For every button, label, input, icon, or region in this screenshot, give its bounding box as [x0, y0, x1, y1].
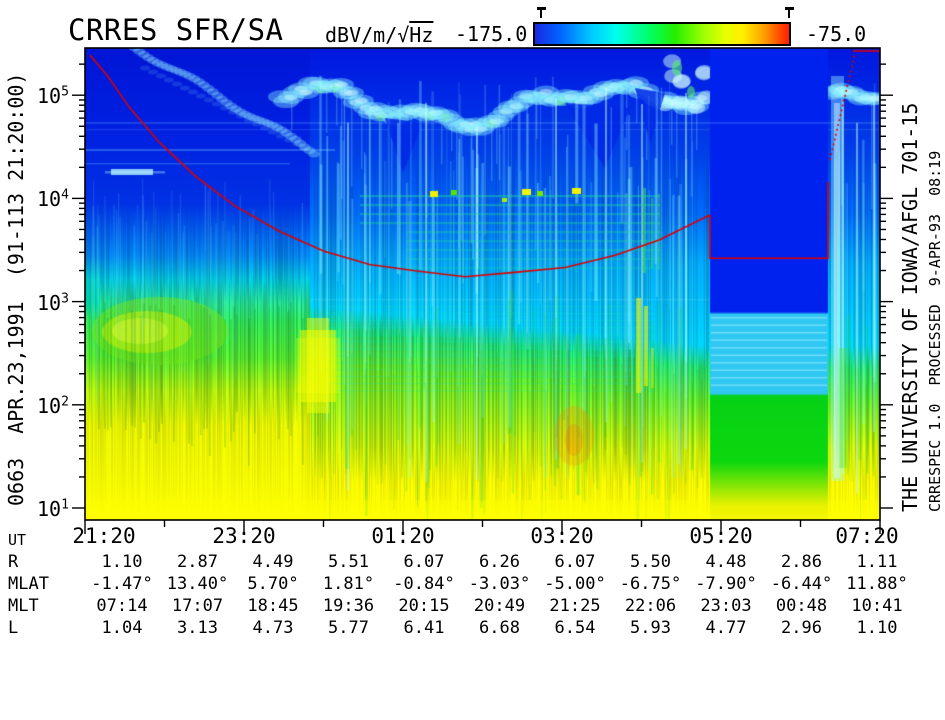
ephemeris-value: 4.49 [252, 552, 294, 572]
ephemeris-value: -6.44° [770, 574, 833, 594]
colorbar-marker-left-icon [537, 7, 546, 18]
ephemeris-value: 17:07 [171, 596, 224, 616]
x-tick-label: 23:20 [212, 524, 276, 548]
ephemeris-value: 4.77 [705, 618, 747, 638]
ephemeris-value: 21:25 [549, 596, 601, 616]
ephemeris-value: 22:06 [624, 596, 677, 616]
ephemeris-value: -6.75° [619, 574, 682, 594]
ephemeris-value: -5.00° [544, 574, 606, 594]
ephemeris-value: -0.84° [393, 574, 455, 594]
ephemeris-value: -1.47° [91, 574, 153, 594]
colorbar-units-prefix: dBV/m/√ [325, 23, 410, 47]
ephemeris-row-mlt: MLT 07:14 17:07 18:45 19:36 20:15 20:49 21:25 22… [0, 596, 945, 616]
ephemeris-value: 2.96 [781, 618, 822, 638]
ephemeris-value: 4.48 [705, 552, 747, 572]
row-label: R [8, 552, 19, 572]
ephemeris-value: 3.13 [177, 618, 218, 638]
ephemeris-value: 4.73 [252, 618, 294, 638]
ephemeris-value: 6.41 [403, 618, 445, 638]
ephemeris-value: 1.04 [101, 618, 143, 638]
ephemeris-value: 00:48 [775, 596, 828, 616]
ephemeris-value: 2.87 [177, 552, 218, 572]
ephemeris-value: 10:41 [851, 596, 903, 616]
colorbar-min-label: -175.0 [455, 22, 528, 46]
orbit-date-label: 0663 APR.23,1991 (91-113 21:20:00) [4, 72, 28, 506]
ephemeris-value: 1.10 [101, 552, 143, 572]
ephemeris-value: 5.70° [247, 574, 299, 594]
ephemeris-value: 1.11 [856, 552, 898, 572]
row-label: MLAT [8, 574, 49, 594]
ephemeris-value: 20:15 [398, 596, 450, 616]
ephemeris-value: 1.10 [856, 618, 898, 638]
x-tick-label: 07:20 [835, 524, 899, 548]
y-tick-label: 103 [37, 291, 69, 315]
ephemeris-value: 11.88° [846, 574, 908, 594]
ephemeris-value: 6.07 [554, 552, 596, 572]
x-tick-label: 03:20 [530, 524, 594, 548]
ephemeris-value: 6.07 [403, 552, 445, 572]
x-tick-label: 01:20 [371, 524, 435, 548]
page-title: CRRES SFR/SA [68, 13, 284, 47]
x-tick-label: 21:20 [72, 524, 136, 548]
x-tick-label: 05:20 [689, 524, 753, 548]
spectrogram-canvas [85, 48, 880, 520]
colorbar-gradient [533, 22, 791, 46]
ephemeris-value: 6.68 [479, 618, 520, 638]
spectrogram-plot [85, 48, 880, 520]
ephemeris-value: 07:14 [96, 596, 148, 616]
ephemeris-value: 6.26 [479, 552, 520, 572]
processing-info-label: CRRESPEC 1.0 PROCESSED 9-APR-93 08:19 [926, 150, 944, 512]
x-axis-unit-label: UT [8, 531, 27, 549]
ephemeris-row-l: L 1.04 3.13 4.73 5.77 6.41 6.68 6.54 5.93 4.77 2.9… [0, 618, 945, 638]
ephemeris-row-r: R 1.10 2.87 4.49 5.51 6.07 6.26 6.07 5.50 4.48 2.8… [0, 552, 945, 572]
ephemeris-value: 18:45 [247, 596, 299, 616]
ephemeris-value: -7.90° [695, 574, 757, 594]
y-tick-label: 102 [37, 394, 69, 418]
row-label: L [8, 618, 19, 638]
ephemeris-value: 2.86 [781, 552, 822, 572]
ephemeris-value: 19:36 [322, 596, 375, 616]
ephemeris-row-mlat: MLAT -1.47° 13.40° 5.70° 1.81° -0.84° -3.03° -5… [0, 574, 945, 594]
ephemeris-value: 1.81° [322, 574, 375, 594]
y-tick-label: 104 [37, 187, 69, 211]
colorbar-units-overline: Hz [409, 23, 434, 47]
colorbar-units-label: dBV/m/√Hz [325, 23, 433, 47]
ephemeris-value: 23:03 [700, 596, 752, 616]
ephemeris-value: 13.40° [166, 574, 229, 594]
ephemeris-value: 5.77 [328, 618, 369, 638]
ephemeris-value: 5.51 [328, 552, 369, 572]
colorbar-marker-right-icon [785, 7, 794, 18]
ephemeris-value: 6.54 [554, 618, 596, 638]
institution-label: THE UNIVERSITY OF IOWA/AFGL 701-15 [898, 102, 922, 512]
colorbar-max-label: -75.0 [806, 22, 867, 46]
y-tick-label: 101 [37, 497, 69, 521]
row-label: MLT [8, 596, 39, 616]
ephemeris-value: 5.50 [630, 552, 671, 572]
ephemeris-value: -3.03° [468, 574, 531, 594]
y-tick-label: 105 [37, 84, 69, 108]
ephemeris-value: 20:49 [473, 596, 526, 616]
ephemeris-value: 5.93 [630, 618, 671, 638]
